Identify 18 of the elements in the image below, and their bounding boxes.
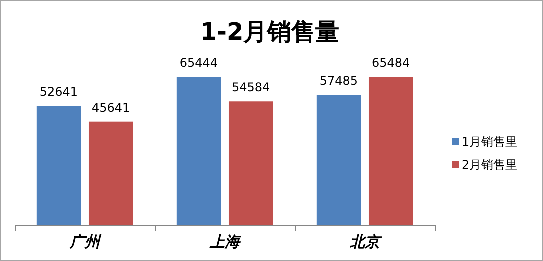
bar [88, 122, 134, 225]
legend-label: 1月销售里 [462, 135, 518, 149]
bar [368, 77, 414, 225]
x-tick-label: 广州 [69, 233, 102, 251]
data-label: 57485 [320, 74, 358, 88]
data-label: 65444 [180, 56, 218, 70]
bar [176, 77, 222, 225]
data-label: 45641 [92, 100, 130, 115]
data-label: 65484 [372, 56, 410, 70]
x-tick-label: 上海 [209, 233, 242, 251]
chart-title: 1-2月销售量 [200, 18, 340, 46]
bar [316, 95, 362, 225]
data-label: 54584 [232, 80, 270, 95]
legend-label: 2月销售里 [462, 158, 518, 172]
bar [228, 102, 274, 225]
data-label: 52641 [40, 85, 78, 100]
bar [36, 106, 82, 225]
x-tick-label: 北京 [349, 233, 383, 251]
